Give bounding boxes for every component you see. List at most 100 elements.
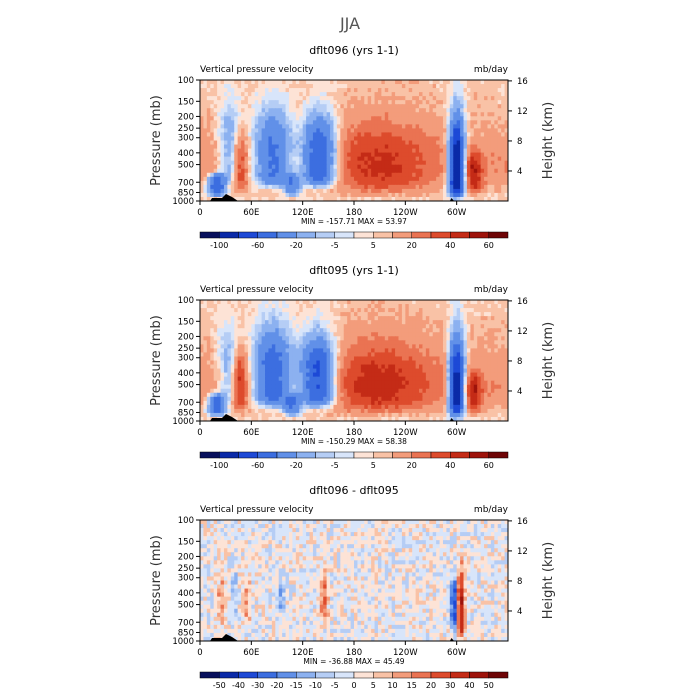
y-tick-label: 500 <box>178 161 194 171</box>
x-tick-label: 120W <box>393 428 418 438</box>
y-tick-label: 850 <box>178 408 194 418</box>
colorbar-box <box>488 671 509 679</box>
height-tick-label: 4 <box>517 607 522 617</box>
y-tick-label: 300 <box>178 134 194 144</box>
terrain-mask <box>449 638 455 641</box>
contour-field <box>200 80 508 201</box>
y-tick-label: 300 <box>178 574 194 584</box>
x-tick-label: 120W <box>393 208 418 218</box>
colorbar-label: -20 <box>290 461 303 470</box>
panel-title: dflt096 - dflt095 <box>309 484 398 497</box>
colorbar-box <box>430 231 451 239</box>
x-tick-label: 0 <box>197 428 202 438</box>
colorbar-box <box>334 231 355 239</box>
height-tick-label: 8 <box>517 357 522 367</box>
colorbar-label: 60 <box>484 241 494 250</box>
left-string: Vertical pressure velocity <box>200 505 314 515</box>
height-tick-label: 4 <box>517 167 522 177</box>
colorbar-label: 0 <box>351 681 356 690</box>
x-tick-label: 120E <box>292 648 314 658</box>
x-tick-label: 180 <box>346 648 362 658</box>
colorbar-box <box>392 451 412 459</box>
colorbar-box <box>315 671 335 679</box>
y-axis-label: Pressure (mb) <box>149 535 164 626</box>
min-max-stats: MIN = -157.71 MAX = 53.97 <box>301 217 407 226</box>
colorbar-label: 5 <box>371 241 376 250</box>
colorbar-box <box>411 451 432 459</box>
units-label: mb/day <box>474 285 509 295</box>
y-tick-label: 850 <box>178 628 194 638</box>
y-tick-label: 500 <box>178 381 194 391</box>
height-tick-label: 8 <box>517 137 522 147</box>
colorbar-box <box>257 451 278 459</box>
colorbar-box <box>450 671 470 679</box>
y-tick-label: 200 <box>178 332 194 342</box>
left-string: Vertical pressure velocity <box>200 285 314 295</box>
y-tick-label: 700 <box>178 398 194 408</box>
colorbar-box <box>353 231 374 239</box>
min-max-stats: MIN = -36.88 MAX = 45.49 <box>303 657 404 666</box>
y-tick-label: 100 <box>178 516 194 526</box>
colorbar-box <box>411 671 432 679</box>
y-axis-label: Pressure (mb) <box>149 95 164 186</box>
colorbar-box <box>296 671 316 679</box>
colorbar-box <box>334 451 355 459</box>
left-string: Vertical pressure velocity <box>200 65 314 75</box>
x-tick-label: 120E <box>292 208 314 218</box>
colorbar-label: 5 <box>371 461 376 470</box>
colorbar-label: -10 <box>309 681 322 690</box>
colorbar-box <box>296 231 316 239</box>
panel-title: dflt096 (yrs 1-1) <box>309 44 399 57</box>
x-tick-label: 60E <box>243 648 259 658</box>
height-tick-label: 8 <box>517 577 522 587</box>
colorbar-box <box>469 451 489 459</box>
colorbar-box <box>238 671 258 679</box>
colorbar-box <box>353 671 374 679</box>
colorbar-box <box>219 451 239 459</box>
colorbar-label: -15 <box>290 681 303 690</box>
colorbar-label: -5 <box>331 461 339 470</box>
units-label: mb/day <box>474 505 509 515</box>
x-tick-label: 180 <box>346 208 362 218</box>
y-tick-label: 200 <box>178 552 194 562</box>
colorbar-label: 40 <box>445 461 455 470</box>
x-tick-label: 60W <box>447 648 467 658</box>
y-tick-label: 400 <box>178 589 194 599</box>
y-tick-label: 250 <box>178 124 194 134</box>
y-tick-label: 150 <box>178 317 194 327</box>
colorbar-label: 10 <box>387 681 397 690</box>
panel-3: dflt096 - dflt095 Vertical pressure veloc… <box>149 484 556 690</box>
colorbar-box <box>469 671 489 679</box>
terrain-mask <box>210 634 238 641</box>
colorbar-box <box>315 231 335 239</box>
y-tick-label: 100 <box>178 76 194 86</box>
colorbar-label: 5 <box>371 681 376 690</box>
colorbar-box <box>238 451 258 459</box>
colorbar-label: -100 <box>210 241 228 250</box>
colorbar-box <box>296 451 316 459</box>
y-tick-label: 1000 <box>172 637 194 647</box>
colorbar-box <box>373 451 393 459</box>
colorbar-box <box>373 231 393 239</box>
y-tick-label: 700 <box>178 178 194 188</box>
colorbar-label: 40 <box>445 241 455 250</box>
height-tick-label: 12 <box>517 327 528 337</box>
colorbar-label: -60 <box>251 461 264 470</box>
height-tick-label: 16 <box>517 77 528 87</box>
height-tick-label: 16 <box>517 517 528 527</box>
terrain-mask <box>449 198 455 201</box>
terrain-mask <box>210 194 238 201</box>
y-tick-label: 400 <box>178 369 194 379</box>
colorbar-label: 15 <box>407 681 417 690</box>
colorbar-box <box>199 451 220 459</box>
x-tick-label: 180 <box>346 428 362 438</box>
colorbar-label: 20 <box>407 461 417 470</box>
colorbar-box <box>334 671 355 679</box>
y-tick-label: 500 <box>178 601 194 611</box>
y-tick-label: 1000 <box>172 197 194 207</box>
y-tick-label: 150 <box>178 97 194 107</box>
x-tick-label: 60W <box>447 428 467 438</box>
colorbar-box <box>373 671 393 679</box>
colorbar-box <box>199 671 220 679</box>
